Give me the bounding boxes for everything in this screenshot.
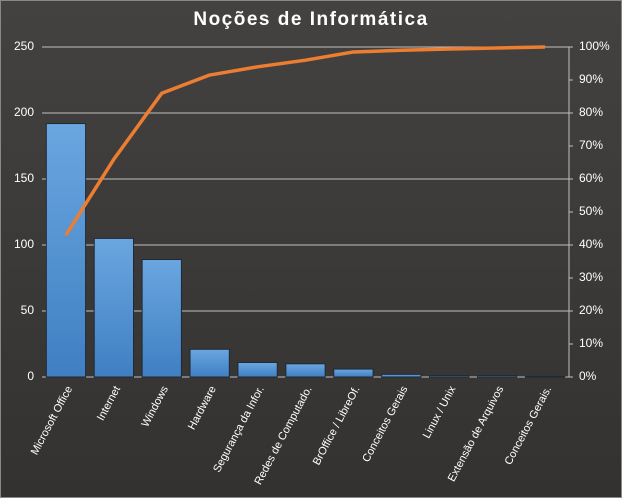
- bar: [285, 363, 326, 378]
- bar: [381, 373, 422, 378]
- y2-tick-label: 0%: [579, 369, 597, 383]
- y2-tick-label: 30%: [579, 270, 603, 284]
- chart-title: Noções de Informática: [193, 9, 428, 30]
- y-tick-label: 100: [14, 237, 34, 251]
- bar: [524, 375, 566, 378]
- y2-tick-label: 10%: [579, 336, 603, 350]
- y-tick-label: 250: [14, 39, 34, 53]
- y-tick-label: 50: [21, 303, 35, 317]
- bar: [93, 237, 135, 378]
- bar: [45, 123, 87, 378]
- y-tick-label: 200: [14, 105, 34, 119]
- y2-tick-label: 60%: [579, 171, 603, 185]
- bar: [333, 368, 374, 378]
- y2-tick-label: 90%: [579, 72, 603, 86]
- y2-tick-label: 20%: [579, 303, 603, 317]
- y-tick-label: 150: [14, 171, 34, 185]
- y2-tick-label: 70%: [579, 138, 603, 152]
- y-tick-label: 0: [27, 369, 34, 383]
- bar: [429, 375, 470, 378]
- y2-tick-label: 100%: [579, 39, 610, 53]
- bar: [476, 375, 518, 378]
- bar: [237, 361, 278, 378]
- y2-tick-label: 50%: [579, 204, 603, 218]
- bar: [189, 348, 230, 378]
- bar: [141, 259, 182, 378]
- pareto-line: [64, 45, 546, 237]
- y2-tick-label: 40%: [579, 237, 603, 251]
- y2-tick-label: 80%: [579, 105, 603, 119]
